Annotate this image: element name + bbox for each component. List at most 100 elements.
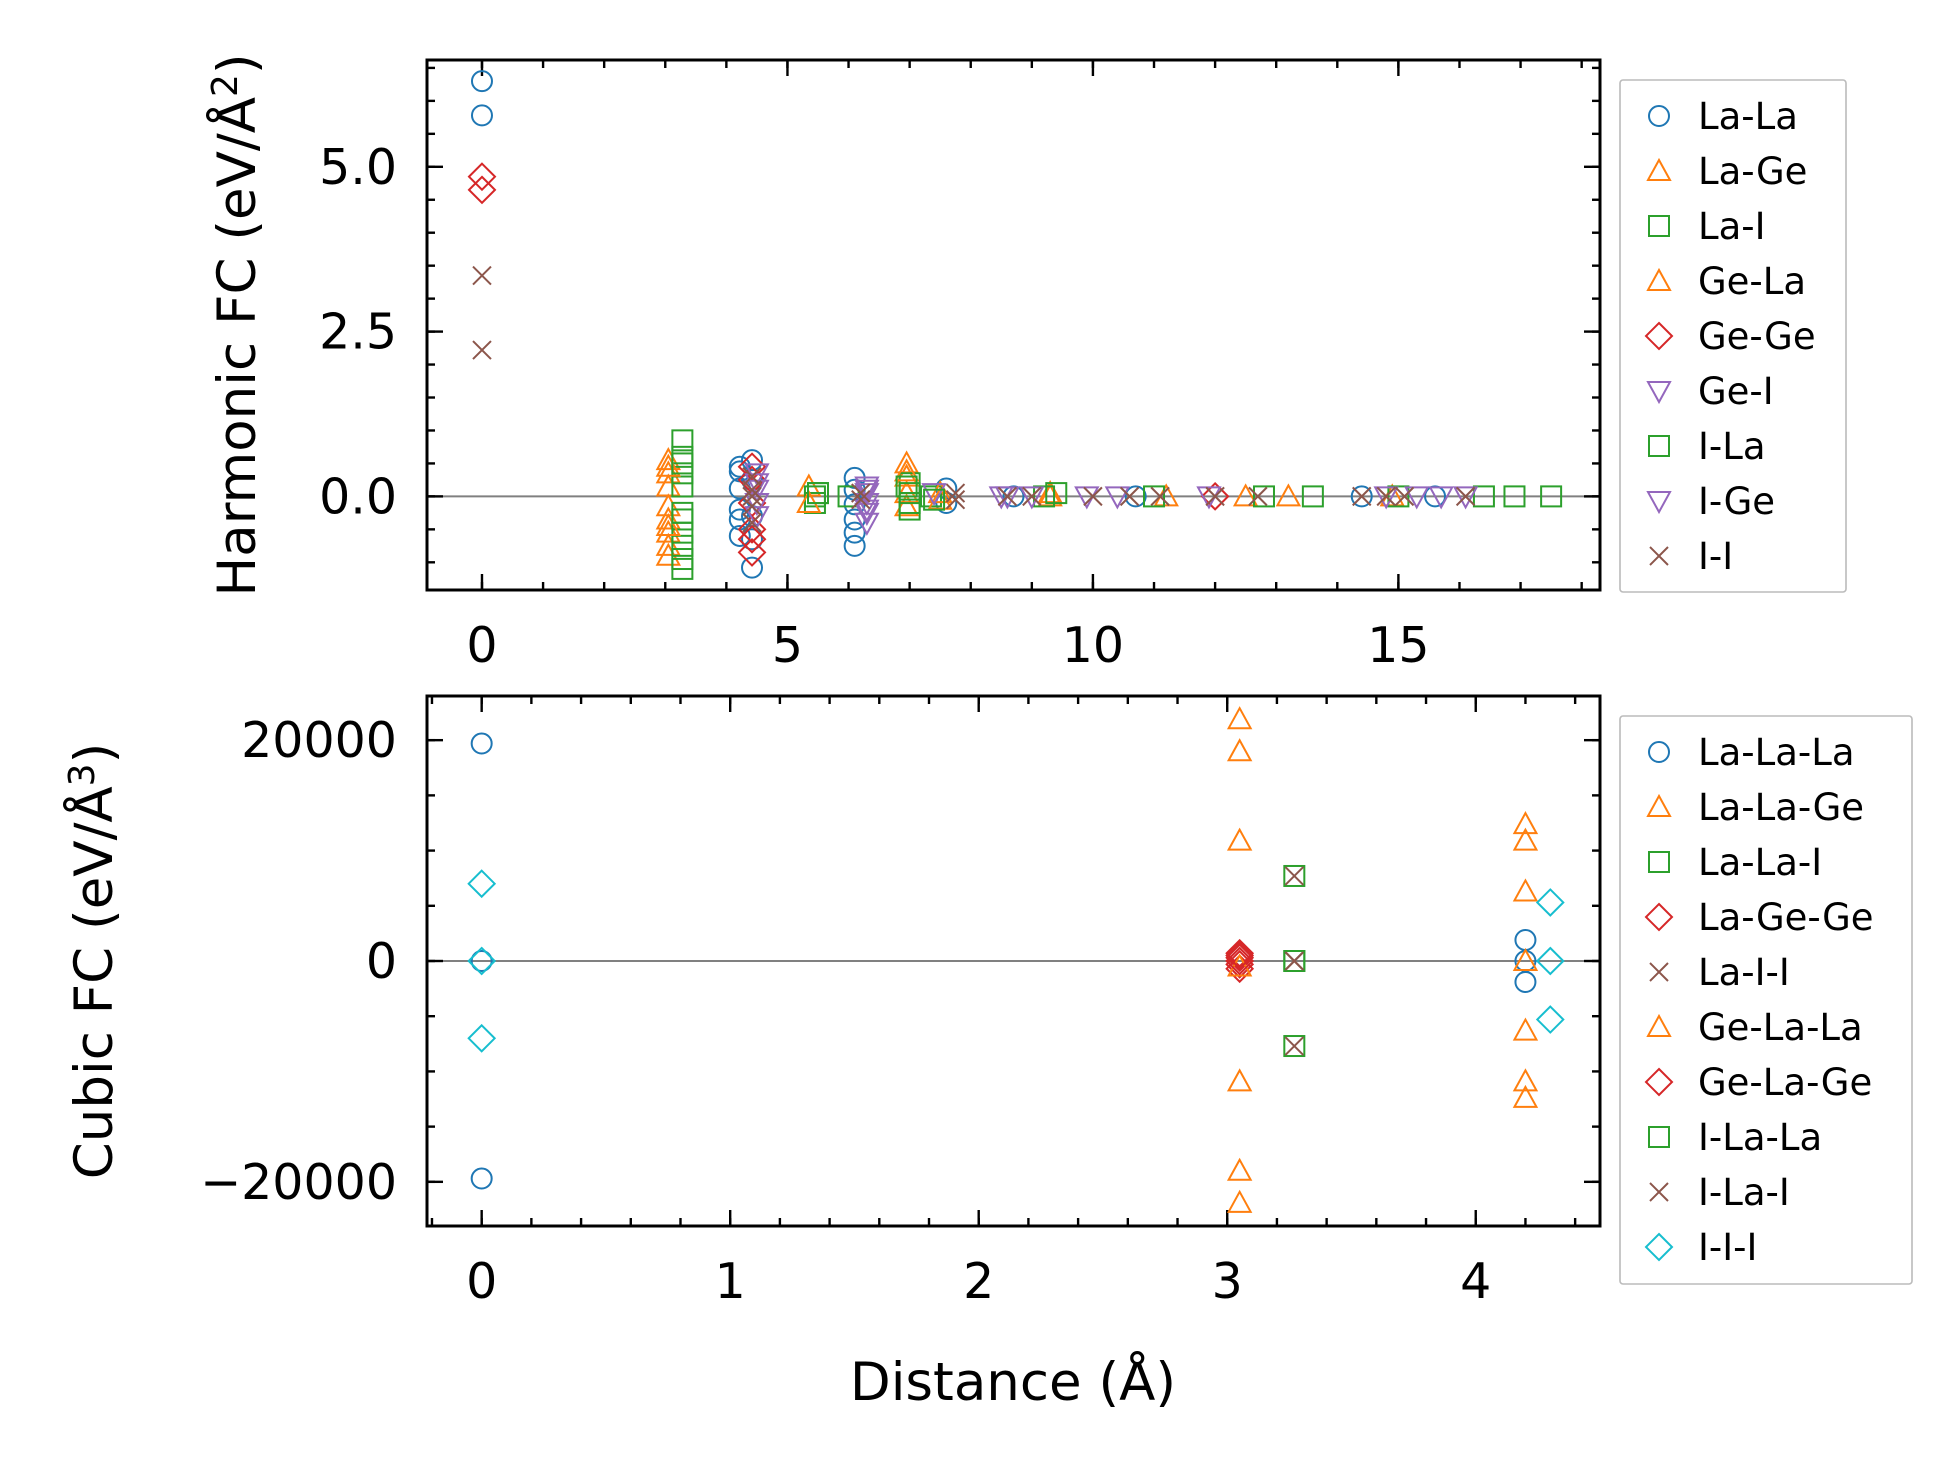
cubic-legend-marker-la-la-ge [1646,793,1672,817]
cubic-legend-marker-la-i-i [1649,962,1669,982]
harmonic-point-ge-i [1428,486,1454,510]
harmonic-point-i-i [1150,486,1170,507]
cubic-x-tick-label: 1 [715,1253,746,1310]
cubic-point-i-i-i [467,1023,497,1053]
harmonic-legend-label-la-la: La-La [1698,95,1798,138]
cubic-point-la-la-ge [1512,811,1539,835]
harmonic-legend-label-ge-ge: Ge-Ge [1698,315,1816,358]
harmonic-point-i-i [945,489,966,510]
harmonic-legend: La-La La-Ge La-I Ge-La Ge-Ge Ge-I I-La I-Ge I-I [1619,79,1847,593]
harmonic-x-tick-label: 5 [772,617,803,674]
harmonic-point-la-i [671,534,694,557]
harmonic-legend-marker-i-ge [1646,491,1672,515]
harmonic-panel: 0 5 10 15 0.0 2.5 5.0 Harmonic FC (eV/Å2) La-L… [204,53,1847,674]
cubic-legend-label-i-la-la: I-La-La [1698,1116,1822,1159]
harmonic-point-i-i [472,265,492,286]
harmonic-point-la-la [843,521,866,544]
harmonic-point-la-ge [655,506,682,530]
harmonic-point-la-ge [655,447,682,471]
harmonic-point-la-ge [893,493,920,517]
cubic-point-ge-la-la [1512,947,1539,971]
cubic-legend-marker-i-i-i [1644,1232,1674,1262]
cubic-x-tick-label: 0 [466,1253,497,1310]
harmonic-point-i-i [742,480,762,500]
harmonic-point-la-i [1472,485,1495,508]
cubic-point-la-i-i [1284,1036,1305,1056]
harmonic-legend-label-i-ge: I-Ge [1698,480,1775,523]
cubic-point-i-la-la [1283,950,1306,972]
harmonic-point-i-ge [854,479,880,503]
cubic-point-la-la-i [1283,1035,1306,1058]
harmonic-axes-frame [425,58,1602,592]
harmonic-point-ge-la [796,489,822,513]
cubic-legend-label-la-i-i: La-I-I [1698,951,1790,994]
cubic-point-i-i-i [467,946,497,976]
harmonic-point-la-la [1124,485,1147,508]
cubic-legend-label-i-i-i: I-I-I [1698,1226,1757,1269]
harmonic-point-i-la [807,482,829,505]
cubic-point-la-i-i [1284,866,1305,886]
cubic-point-la-la-ge [1226,738,1253,762]
harmonic-point-ge-la [655,512,682,537]
cubic-point-la-la-ge [1226,706,1253,730]
cubic-point-la-la-la [1514,970,1537,993]
harmonic-point-i-i [1394,486,1415,507]
harmonic-point-la-i [671,429,694,452]
cubic-point-la-la-ge [1226,1068,1253,1092]
harmonic-legend-marker-ge-ge [1644,321,1674,351]
harmonic-legend-label-la-i: La-I [1698,205,1766,248]
harmonic-point-i-i [945,483,966,503]
harmonic-point-ge-i [1452,486,1479,510]
cubic-point-la-ge-ge [1225,943,1255,973]
cubic-point-ge-la-ge [1225,941,1255,970]
harmonic-point-la-ge [655,542,682,566]
harmonic-x-tick-label: 0 [466,617,497,674]
harmonic-point-la-i [1045,482,1068,505]
harmonic-point-i-i [1455,486,1476,507]
cubic-point-la-la-ge [1512,1017,1539,1041]
harmonic-point-la-i [1503,485,1526,508]
harmonic-point-i-la [923,488,946,511]
harmonic-point-ge-i [1019,486,1045,510]
harmonic-point-la-ge [655,460,682,484]
harmonic-point-ge-i [921,483,947,507]
cubic-axes-frame [425,694,1602,1228]
harmonic-point-ge-ge [737,452,767,482]
cubic-point-i-i-i [1535,1005,1565,1034]
cubic-legend-label-la-la-i: La-La-I [1698,841,1822,884]
cubic-legend-label-i-la-i: I-La-I [1698,1171,1790,1214]
cubic-point-la-la-ge [1226,1189,1253,1213]
cubic-point-i-i-i [1535,946,1565,976]
cubic-legend-label-ge-la-la: Ge-La-La [1698,1006,1863,1049]
harmonic-point-la-ge [655,473,682,497]
harmonic-point-i-i [851,483,871,503]
harmonic-point-i-i [1352,486,1372,507]
cubic-y-tick-label: −20000 [200,1154,397,1211]
harmonic-point-la-la [741,528,764,551]
harmonic-point-i-i [1248,486,1268,507]
harmonic-point-ge-ge [737,524,767,554]
harmonic-point-i-i [851,489,871,510]
harmonic-y-label: Harmonic FC (eV/Å2) [204,53,268,596]
harmonic-x-tick-label: 10 [1062,617,1124,674]
harmonic-ticks: 0 5 10 15 0.0 2.5 5.0 [319,60,1600,674]
harmonic-point-la-ge [1232,483,1259,507]
harmonic-point-la-i [671,475,694,498]
cubic-legend-marker-i-la-la [1648,1126,1670,1148]
cubic-point-la-la-i [1283,864,1306,887]
cubic-point-i-i-i [1535,888,1565,917]
harmonic-point-ge-ge [467,175,497,205]
harmonic-point-la-ge [655,519,682,543]
harmonic-legend-marker-i-la [1648,435,1670,457]
harmonic-point-la-i [1143,485,1166,508]
harmonic-point-i-la [671,452,694,475]
harmonic-point-la-i [671,557,694,580]
harmonic-point-i-la [671,501,694,524]
harmonic-point-i-i [1376,486,1396,507]
cubic-legend-label-ge-la-ge: Ge-La-Ge [1698,1061,1872,1104]
harmonic-point-la-i [1540,485,1563,508]
cubic-point-la-la-ge [1512,1068,1539,1092]
harmonic-point-ge-i [854,476,880,500]
harmonic-legend-marker-la-la [1648,105,1670,127]
harmonic-y-tick-label: 5.0 [319,139,397,196]
